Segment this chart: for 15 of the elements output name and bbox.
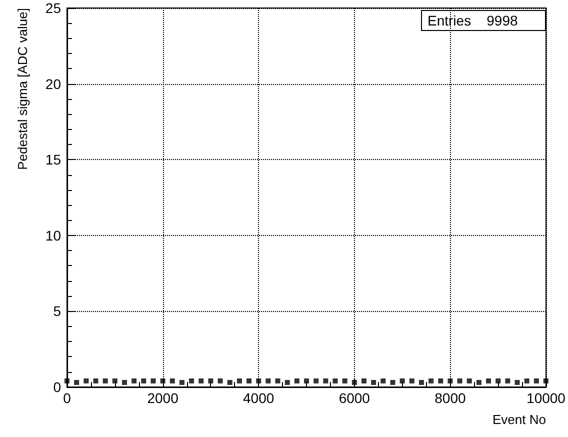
x-tick-label: 2000 [147, 390, 179, 406]
y-tick-label: 25 [45, 0, 62, 16]
y-axis-title: Pedestal sigma [ADC value] [15, 8, 30, 170]
y-tick-label: 10 [45, 227, 62, 244]
x-tick-label: 10000 [526, 390, 566, 406]
x-tick-label: 0 [63, 390, 72, 406]
y-tick-label: 15 [45, 152, 62, 168]
y-tick-label: 5 [53, 303, 62, 320]
y-tick-label: 0 [53, 379, 62, 395]
y-tick-label: 20 [45, 76, 62, 92]
x-tick-label: 8000 [434, 390, 466, 406]
x-tick-label: 4000 [243, 390, 274, 406]
annotation: Entries 9998 [428, 12, 518, 28]
x-tick-label: 6000 [338, 390, 370, 406]
x-axis-title: Event No [492, 412, 546, 427]
